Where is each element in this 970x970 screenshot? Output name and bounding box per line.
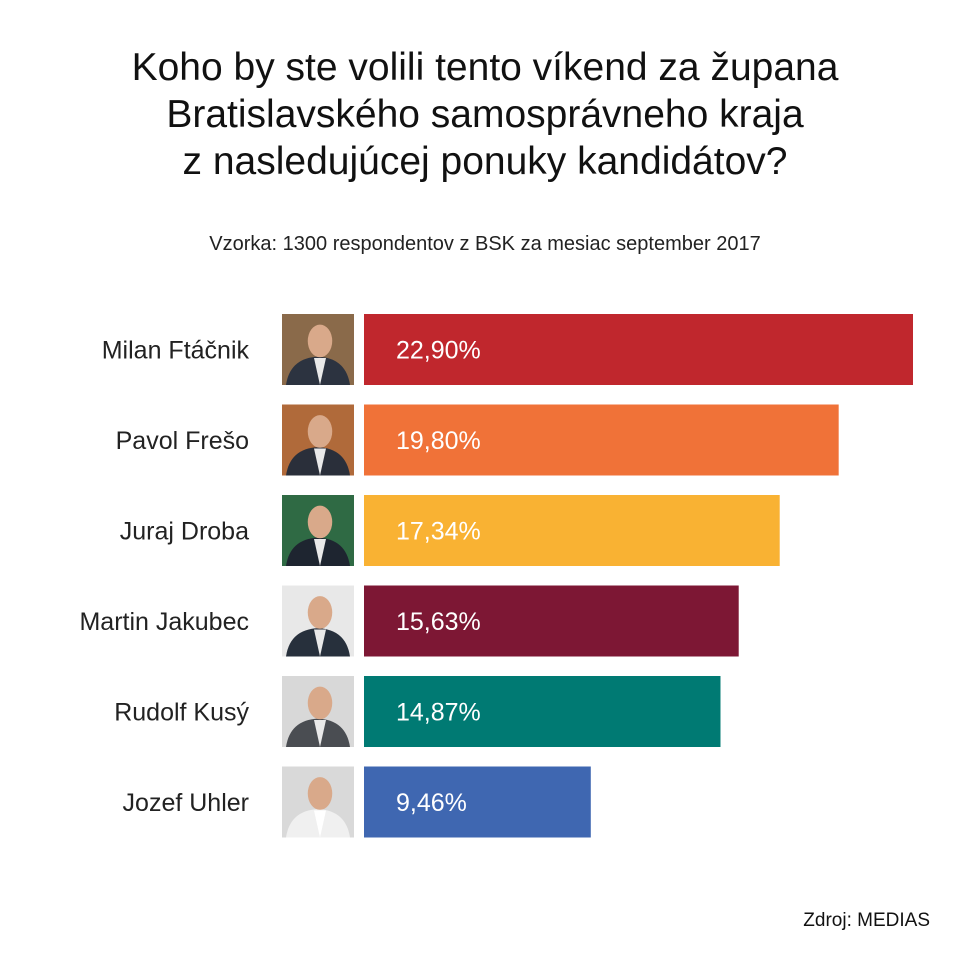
category-label: Rudolf Kusý <box>114 699 249 727</box>
bar <box>364 314 913 385</box>
category-label: Martin Jakubec <box>79 608 249 636</box>
data-label: 15,63% <box>396 608 481 636</box>
chart-title: Koho by ste volili tento víkend za župan… <box>0 44 970 185</box>
bar <box>364 766 591 838</box>
data-label: 22,90% <box>396 337 481 365</box>
category-label: Pavol Frešo <box>116 427 249 455</box>
chart-title-line: Bratislavského samosprávneho kraja <box>166 93 804 136</box>
category-label: Jozef Uhler <box>123 789 249 817</box>
bar <box>364 404 839 476</box>
data-label: 9,46% <box>396 789 467 817</box>
candidate-photo <box>282 676 354 747</box>
chart-title-line: Koho by ste volili tento víkend za župan… <box>131 46 839 89</box>
candidate-photo <box>282 314 354 385</box>
candidate-photo <box>282 585 354 657</box>
candidate-photo <box>282 766 354 838</box>
category-label: Milan Ftáčnik <box>102 337 250 365</box>
bar <box>364 676 721 747</box>
data-label: 14,87% <box>396 699 481 727</box>
bar <box>364 585 739 657</box>
candidate-photo <box>282 495 354 566</box>
category-label: Juraj Droba <box>120 518 249 546</box>
candidate-photo <box>282 404 354 476</box>
chart-title-line: z nasledujúcej ponuky kandidátov? <box>182 140 788 183</box>
source-note: Zdroj: MEDIAS <box>803 910 930 931</box>
bar <box>364 495 780 566</box>
data-label: 19,80% <box>396 427 481 455</box>
data-label: 17,34% <box>396 518 481 546</box>
chart-subtitle: Vzorka: 1300 respondentov z BSK za mesia… <box>209 233 761 255</box>
